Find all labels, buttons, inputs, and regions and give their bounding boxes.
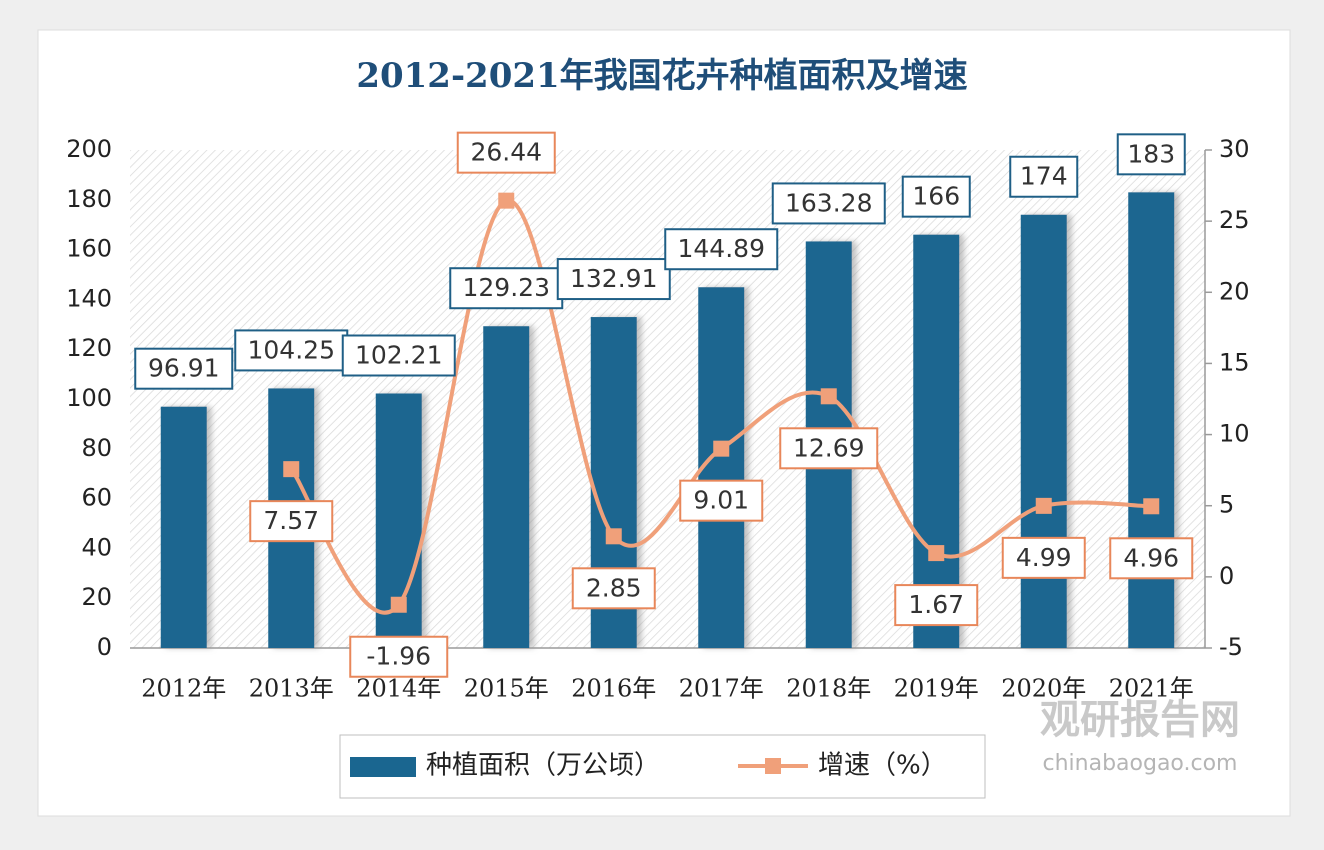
y-tick-label: 80 [81, 434, 112, 462]
y-tick-label: 120 [66, 334, 112, 362]
line-value-label: 2.85 [586, 573, 642, 602]
line-value-label-box [779, 427, 879, 470]
line-value-label: 9.01 [693, 486, 749, 515]
legend-swatch-marker [765, 758, 781, 774]
bar-value-label-box [1009, 155, 1079, 198]
bar-value-label-box [556, 258, 671, 301]
y-tick-label: 160 [66, 235, 112, 263]
bar [160, 406, 207, 648]
bar [913, 234, 960, 648]
line [289, 198, 1152, 615]
bar [483, 326, 530, 648]
y-tick-label: 20 [81, 583, 112, 611]
line-value-label-box [249, 500, 334, 543]
line-value-label: 1.67 [908, 590, 964, 619]
bar [1020, 214, 1067, 649]
line-value-label: 26.44 [470, 138, 542, 167]
bar-value-label: 166 [912, 182, 960, 211]
y2-tick-label: 30 [1219, 135, 1250, 163]
legend-swatch-bar [350, 757, 416, 777]
line-marker [498, 192, 515, 209]
y2-tick-label: 20 [1219, 277, 1250, 305]
bar-value-label-box [234, 329, 349, 372]
line-value-label-box [571, 567, 656, 610]
line-marker [283, 461, 300, 478]
line-value-label-box [456, 131, 556, 174]
line-value-label: 4.96 [1123, 543, 1179, 572]
bar-value-label: 102.21 [355, 340, 442, 369]
y-tick-label: 0 [97, 633, 112, 661]
line-value-label: 12.69 [793, 433, 865, 462]
y-tick-label: 60 [81, 484, 112, 512]
y2-tick-label: 25 [1219, 206, 1250, 234]
line-value-label-box [679, 479, 764, 522]
line-value-label: 7.57 [263, 506, 319, 535]
bar-value-label-box [341, 334, 456, 377]
bar [698, 287, 745, 648]
x-tick-label: 2016年 [571, 675, 656, 703]
y-tick-label: 40 [81, 533, 112, 561]
line-value-label-box [1109, 537, 1194, 580]
bar-value-label-box [449, 267, 564, 310]
line-marker [390, 596, 407, 613]
line-value-label: -1.96 [366, 642, 431, 671]
line-value-label-box [1001, 536, 1086, 579]
line-value-label-box [894, 584, 979, 627]
line-marker [605, 528, 622, 545]
legend-label: 增速（%） [818, 751, 947, 781]
y2-tick-label: -5 [1219, 633, 1243, 661]
line-marker [713, 440, 730, 457]
x-tick-label: 2018年 [786, 675, 871, 703]
y2-tick-label: 15 [1219, 348, 1250, 376]
x-tick-label: 2013年 [249, 675, 334, 703]
chart-title: 2012-2021年我国花卉种植面积及增速 [356, 56, 967, 96]
y-tick-label: 100 [66, 384, 112, 412]
line-marker [820, 388, 837, 405]
bar-value-label-box [1116, 133, 1186, 176]
y-tick-label: 180 [66, 185, 112, 213]
bar-value-label-box [664, 228, 779, 271]
bar-value-label: 144.89 [678, 234, 765, 263]
bar-value-label: 174 [1020, 162, 1068, 191]
line-marker [1143, 498, 1160, 515]
y2-tick-label: 0 [1219, 562, 1234, 590]
x-tick-label: 2012年 [141, 675, 226, 703]
y-tick-label: 200 [66, 135, 112, 163]
y2-tick-label: 10 [1219, 420, 1250, 448]
line-marker [928, 545, 945, 562]
bar [1128, 192, 1175, 648]
bar-value-label-box [901, 175, 971, 218]
watermark-site: chinabaogao.com [1043, 751, 1238, 776]
bar-value-label: 163.28 [785, 188, 872, 217]
bar-value-label: 132.91 [570, 264, 657, 293]
line-marker [1035, 497, 1052, 514]
bar-value-label: 183 [1127, 139, 1175, 168]
bar-value-label: 96.91 [148, 354, 220, 383]
bar-value-label: 129.23 [463, 273, 550, 302]
line-value-label: 4.99 [1016, 543, 1072, 572]
bar-value-label-box [771, 182, 886, 225]
x-tick-label: 2015年 [464, 675, 549, 703]
y2-tick-label: 5 [1219, 491, 1234, 519]
x-tick-label: 2017年 [679, 675, 764, 703]
y-tick-label: 140 [66, 284, 112, 312]
x-tick-label: 2021年 [1109, 675, 1194, 703]
watermark-brand: 观研报告网 [1040, 697, 1240, 743]
line-value-label-box [349, 635, 449, 678]
legend-label: 种植面积（万公顷） [426, 751, 660, 781]
bar-value-label: 104.25 [248, 335, 335, 364]
x-tick-label: 2019年 [894, 675, 979, 703]
legend-box [339, 734, 986, 799]
bar-value-label-box [134, 347, 234, 390]
x-tick-label: 2020年 [1001, 675, 1086, 703]
x-tick-label: 2014年 [356, 675, 441, 703]
